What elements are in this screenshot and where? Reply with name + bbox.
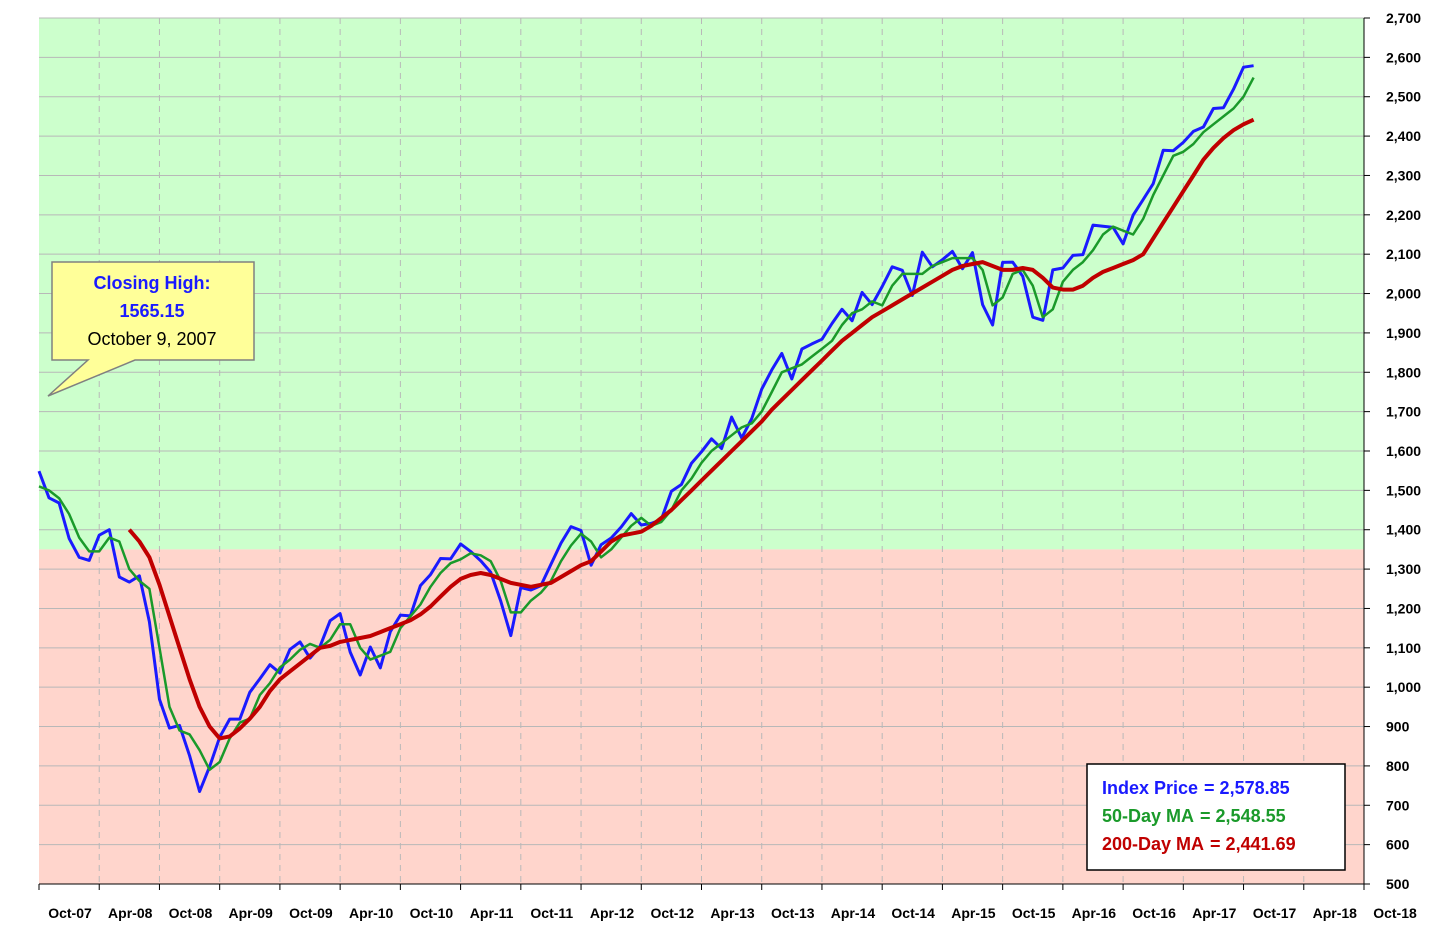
legend-name: Index Price [1102,778,1198,798]
x-tick-label: Oct-18 [1373,905,1417,921]
y-tick-label: 1,700 [1386,404,1421,420]
x-tick-label: Apr-17 [1192,905,1237,921]
x-tick-label: Apr-16 [1072,905,1117,921]
y-tick-label: 2,000 [1386,286,1421,302]
y-tick-label: 1,500 [1386,482,1421,498]
series-line [37,64,1254,793]
y-tick-label: 700 [1386,797,1410,813]
y-tick-label: 1,400 [1386,522,1421,538]
x-tick-label: Apr-10 [349,905,394,921]
x-tick-label: Apr-15 [951,905,996,921]
y-tick-label: 600 [1386,837,1410,853]
series-line [127,117,1255,741]
y-tick-label: 2,200 [1386,207,1421,223]
y-tick-label: 2,300 [1386,167,1421,183]
x-tick-label: Apr-08 [108,905,153,921]
legend-name: 50-Day MA [1102,806,1194,826]
y-tick-label: 2,700 [1386,10,1421,26]
callout-title: Closing High: [94,273,211,293]
y-tick-label: 1,600 [1386,443,1421,459]
y-tick-label: 900 [1386,719,1410,735]
x-tick-label: Apr-18 [1313,905,1358,921]
legend: Index Price = 2,578.85 50-Day MA = 2,548.55… [1086,763,1346,871]
x-tick-label: Oct-16 [1132,905,1176,921]
callout-date: October 9, 2007 [87,329,216,349]
legend-entry: 50-Day MA = 2,548.55 [1102,806,1286,826]
x-tick-label: Apr-11 [470,905,514,921]
legend-name: 200-Day MA [1102,834,1204,854]
x-tick-label: Oct-17 [1253,905,1297,921]
x-tick-label: Oct-07 [48,905,92,921]
x-tick-label: Oct-10 [410,905,454,921]
legend-entry: Index Price = 2,578.85 [1102,778,1290,798]
x-tick-label: Oct-12 [650,905,694,921]
y-tick-label: 500 [1386,876,1410,892]
y-tick-label: 2,500 [1386,89,1421,105]
y-tick-label: 2,100 [1386,246,1421,262]
y-tick-label: 1,800 [1386,364,1421,380]
x-tick-label: Oct-11 [530,905,573,921]
y-tick-label: 1,100 [1386,640,1421,656]
x-tick-label: Oct-08 [169,905,213,921]
y-tick-label: 1,900 [1386,325,1421,341]
x-tick-label: Oct-14 [891,905,935,921]
callout: Closing High: 1565.15 October 9, 2007 [47,261,255,397]
x-tick-label: Oct-13 [771,905,815,921]
legend-entry: 200-Day MA = 2,441.69 [1102,834,1296,854]
legend-value: = 2,578.85 [1204,778,1290,798]
legend-box [1086,763,1346,871]
legend-value: = 2,441.69 [1210,834,1296,854]
x-tick-label: Apr-13 [710,905,755,921]
y-tick-label: 2,400 [1386,128,1421,144]
y-tick-label: 1,200 [1386,600,1421,616]
y-tick-label: 1,000 [1386,679,1421,695]
x-tick-label: Apr-09 [229,905,274,921]
x-tick-label: Oct-15 [1012,905,1056,921]
callout-value: 1565.15 [119,301,184,321]
y-tick-label: 1,300 [1386,561,1421,577]
x-tick-label: Oct-09 [289,905,333,921]
series-line [38,77,1255,772]
x-tick-label: Apr-14 [831,905,876,921]
y-tick-label: 800 [1386,758,1410,774]
x-tick-label: Apr-12 [590,905,635,921]
legend-value: = 2,548.55 [1200,806,1286,826]
callout-box [47,261,255,397]
y-tick-label: 2,600 [1386,49,1421,65]
